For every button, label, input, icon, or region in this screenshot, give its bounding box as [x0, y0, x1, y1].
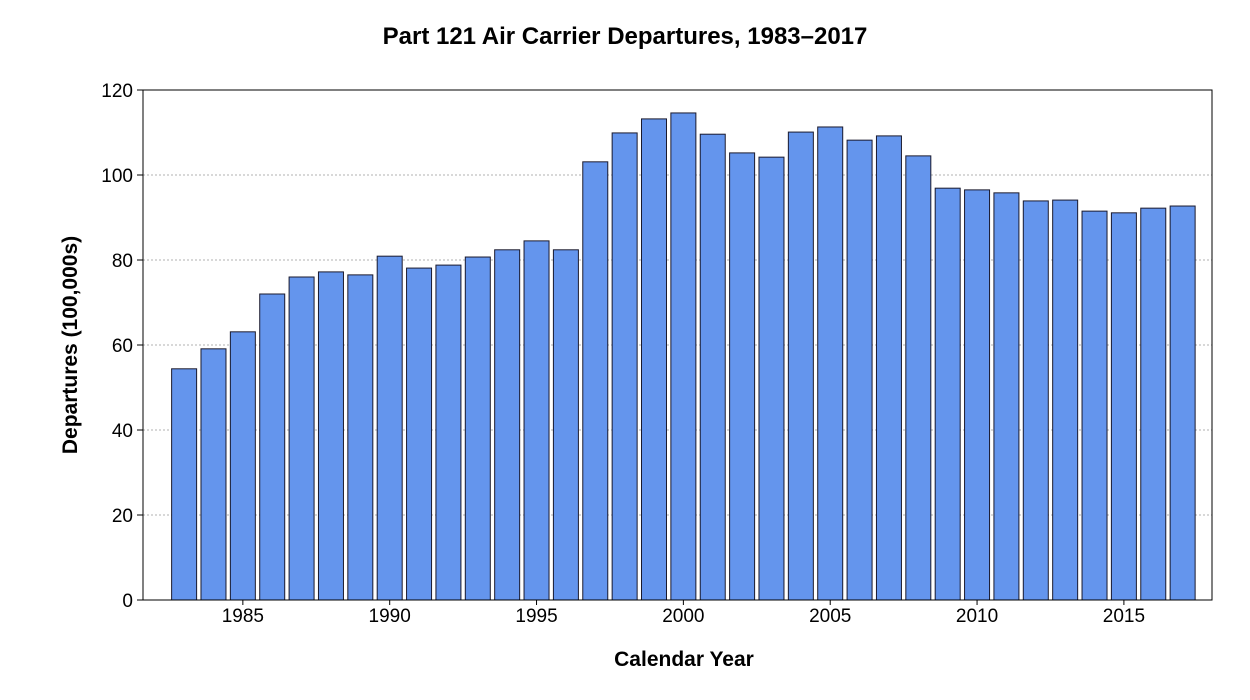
- x-tick-label: 2015: [1103, 606, 1145, 627]
- x-tick-label: 1995: [515, 606, 557, 627]
- bar-2000: [670, 112, 697, 601]
- y-axis-label: Departures (100,000s): [59, 236, 82, 454]
- bar-1997: [582, 161, 609, 601]
- bar-2004: [787, 131, 814, 601]
- bar-1999: [641, 118, 668, 601]
- bar-2008: [905, 155, 932, 601]
- bar-1987: [288, 276, 315, 601]
- y-tick-label: 100: [101, 166, 133, 187]
- bar-1993: [464, 256, 491, 601]
- y-tick-label: 80: [112, 251, 133, 272]
- x-axis-label: Calendar Year: [614, 648, 754, 671]
- bar-1984: [200, 348, 227, 601]
- bar-1989: [347, 274, 374, 601]
- x-tick-label: 1985: [222, 606, 264, 627]
- bar-1990: [376, 255, 403, 601]
- bar-2013: [1052, 199, 1079, 601]
- y-tick-label: 20: [112, 506, 133, 527]
- bar-2003: [758, 156, 785, 601]
- bar-1995: [523, 240, 550, 601]
- bar-1991: [406, 267, 433, 601]
- bar-2009: [934, 187, 961, 601]
- bar-2016: [1140, 207, 1167, 601]
- bar-1992: [435, 264, 462, 601]
- bar-2001: [699, 133, 726, 601]
- y-tick-label: 40: [112, 421, 133, 442]
- bar-1986: [259, 293, 286, 601]
- bar-2012: [1022, 200, 1049, 601]
- x-tick-label: 2005: [809, 606, 851, 627]
- bar-1983: [171, 368, 198, 601]
- bar-2014: [1081, 210, 1108, 601]
- y-tick-label: 120: [101, 81, 133, 102]
- x-tick-label: 1990: [369, 606, 411, 627]
- bar-2015: [1110, 212, 1137, 601]
- bar-2007: [875, 135, 902, 601]
- bar-2002: [729, 152, 756, 601]
- bar-2006: [846, 139, 873, 601]
- bar-2005: [817, 126, 844, 601]
- chart-title: Part 121 Air Carrier Departures, 1983–20…: [383, 23, 868, 50]
- y-tick-label: 60: [112, 336, 133, 357]
- bar-1985: [229, 331, 256, 601]
- y-tick-label: 0: [122, 591, 133, 612]
- bar-1988: [317, 271, 344, 601]
- bar-1998: [611, 132, 638, 601]
- x-tick-label: 2010: [956, 606, 998, 627]
- bar-2017: [1169, 205, 1196, 601]
- bar-1996: [552, 249, 579, 601]
- x-tick-label: 2000: [662, 606, 704, 627]
- bar-1994: [494, 249, 521, 601]
- bar-2010: [964, 189, 991, 601]
- bar-2011: [993, 192, 1020, 601]
